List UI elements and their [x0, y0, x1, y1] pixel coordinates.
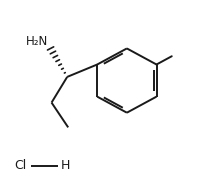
Text: H₂N: H₂N	[26, 35, 49, 48]
Text: Cl: Cl	[14, 159, 27, 172]
Text: H: H	[60, 159, 70, 172]
